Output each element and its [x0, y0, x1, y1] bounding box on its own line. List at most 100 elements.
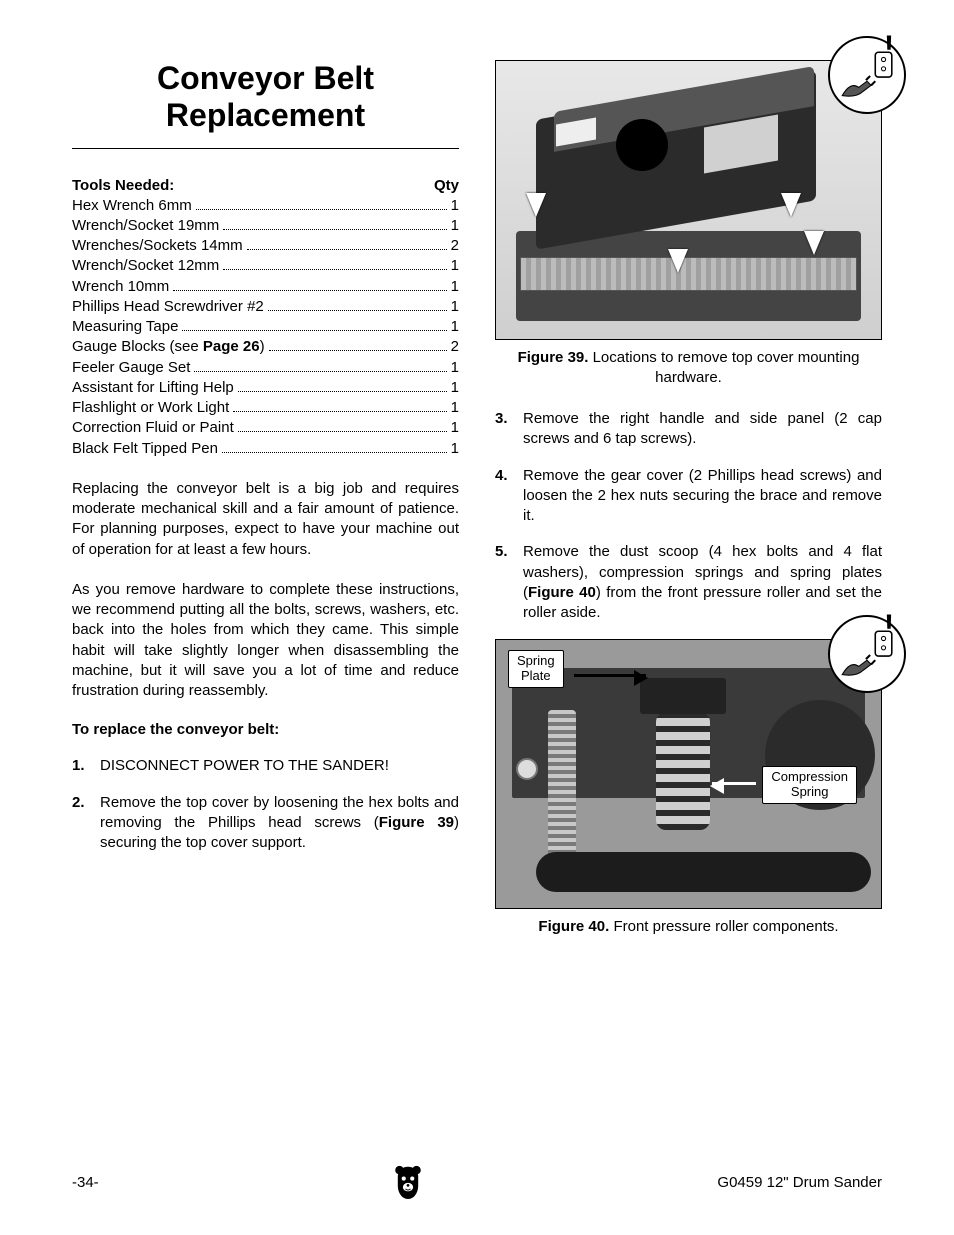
tools-header-qty: Qty [434, 177, 459, 194]
tool-row: Wrench/Socket 12mm 1 [72, 256, 459, 276]
tool-label: Wrenches/Sockets 14mm [72, 236, 243, 256]
callout-compression-spring: CompressionSpring [762, 766, 857, 804]
step-text: Remove the gear cover (2 Phillips head s… [523, 466, 882, 527]
leader-dots [194, 358, 446, 372]
page-footer: -34- G0459 12" Drum Sander [72, 1163, 882, 1201]
tool-qty: 2 [451, 337, 459, 357]
step-item: 3.Remove the right handle and side panel… [495, 409, 882, 450]
step-number: 4. [495, 466, 523, 527]
tool-label: Wrench/Socket 12mm [72, 256, 219, 276]
footer-model: G0459 12" Drum Sander [717, 1174, 882, 1191]
tool-label: Correction Fluid or Paint [72, 418, 234, 438]
tool-row: Hex Wrench 6mm1 [72, 196, 459, 216]
unplug-warning-icon: ! [828, 615, 906, 693]
tools-header: Tools Needed: Qty [72, 177, 459, 194]
figure-39-caption-text: Locations to remove top cover mounting h… [593, 349, 860, 386]
leader-dots [233, 399, 446, 413]
page-title: Conveyor Belt Replacement [72, 60, 459, 149]
tool-qty: 1 [451, 439, 459, 459]
footer-page-number: -34- [72, 1174, 99, 1191]
step-item: 1.DISCONNECT POWER TO THE SANDER! [72, 756, 459, 776]
step-number: 2. [72, 793, 100, 854]
step-text: Remove the dust scoop (4 hex bolts and 4… [523, 542, 882, 623]
tool-row: Assistant for Lifting Help 1 [72, 378, 459, 398]
left-column: Conveyor Belt Replacement Tools Needed: … [72, 60, 459, 937]
unplug-warning-icon: ! [828, 36, 906, 114]
tool-row: Black Felt Tipped Pen 1 [72, 439, 459, 459]
tool-label: Wrench/Socket 19mm [72, 216, 219, 236]
figure-40-wrap: SpringPlate CompressionSpring ! [495, 639, 882, 909]
leader-dots [223, 216, 446, 230]
intro-paragraph-1: Replacing the conveyor belt is a big job… [72, 479, 459, 560]
arrow-compression-spring [712, 782, 756, 785]
step-text: DISCONNECT POWER TO THE SANDER! [100, 756, 459, 776]
tool-qty: 1 [451, 378, 459, 398]
right-column: ! Figure 39. Locations to remove top cov… [495, 60, 882, 937]
tool-row: Gauge Blocks (see Page 26) 2 [72, 337, 459, 357]
figure-40-label: Figure 40. [538, 918, 609, 935]
callout-spring-plate: SpringPlate [508, 650, 564, 688]
bear-logo-icon [391, 1163, 425, 1201]
leader-dots [182, 318, 446, 332]
leader-dots [222, 439, 447, 453]
steps-left: 1.DISCONNECT POWER TO THE SANDER! 2.Remov… [72, 756, 459, 853]
tool-label: Assistant for Lifting Help [72, 378, 234, 398]
tool-qty: 1 [451, 297, 459, 317]
figure-40-illustration: SpringPlate CompressionSpring [496, 640, 881, 908]
figure-39-illustration [496, 61, 881, 339]
title-line-2: Replacement [166, 97, 365, 133]
step-number: 5. [495, 542, 523, 623]
tool-row: Wrench 10mm 1 [72, 277, 459, 297]
step-number: 1. [72, 756, 100, 776]
leader-dots [268, 297, 447, 311]
tool-qty: 1 [451, 358, 459, 378]
tool-qty: 1 [451, 256, 459, 276]
tool-label: Gauge Blocks (see Page 26) [72, 337, 265, 357]
steps-right: 3.Remove the right handle and side panel… [495, 409, 882, 623]
tool-label: Wrench 10mm [72, 277, 169, 297]
tools-list: Hex Wrench 6mm1Wrench/Socket 19mm1Wrench… [72, 196, 459, 459]
tool-row: Measuring Tape1 [72, 317, 459, 337]
tool-row: Phillips Head Screwdriver #2 1 [72, 297, 459, 317]
leader-dots [223, 257, 446, 271]
leader-dots [238, 378, 447, 392]
figure-39-caption: Figure 39. Locations to remove top cover… [495, 348, 882, 387]
tool-qty: 2 [451, 236, 459, 256]
leader-dots [173, 277, 446, 291]
arrow-spring-plate [574, 674, 646, 677]
tool-row: Flashlight or Work Light 1 [72, 398, 459, 418]
tool-qty: 1 [451, 398, 459, 418]
step-number: 3. [495, 409, 523, 450]
tool-label: Flashlight or Work Light [72, 398, 229, 418]
title-line-1: Conveyor Belt [157, 60, 374, 96]
figure-39-label: Figure 39. [518, 349, 589, 366]
step-item: 5.Remove the dust scoop (4 hex bolts and… [495, 542, 882, 623]
figure-40-caption-text: Front pressure roller components. [613, 918, 838, 935]
tool-label: Phillips Head Screwdriver #2 [72, 297, 264, 317]
tools-header-label: Tools Needed: [72, 177, 174, 194]
figure-39-wrap: ! [495, 60, 882, 340]
tool-qty: 1 [451, 277, 459, 297]
tool-row: Feeler Gauge Set 1 [72, 358, 459, 378]
leader-dots [238, 419, 447, 433]
tool-row: Wrench/Socket 19mm 1 [72, 216, 459, 236]
tool-label: Hex Wrench 6mm [72, 196, 192, 216]
leader-dots [269, 338, 447, 352]
tool-label: Feeler Gauge Set [72, 358, 190, 378]
leader-dots [196, 196, 447, 210]
tool-qty: 1 [451, 216, 459, 236]
step-text: Remove the right handle and side panel (… [523, 409, 882, 450]
tool-qty: 1 [451, 418, 459, 438]
figure-39 [495, 60, 882, 340]
leader-dots [247, 237, 447, 251]
tool-row: Correction Fluid or Paint 1 [72, 418, 459, 438]
tool-label: Black Felt Tipped Pen [72, 439, 218, 459]
tool-row: Wrenches/Sockets 14mm 2 [72, 236, 459, 256]
tool-qty: 1 [451, 317, 459, 337]
intro-paragraph-2: As you remove hardware to complete these… [72, 580, 459, 702]
step-item: 2.Remove the top cover by loosening the … [72, 793, 459, 854]
procedure-subhead: To replace the conveyor belt: [72, 721, 459, 738]
step-item: 4.Remove the gear cover (2 Phillips head… [495, 466, 882, 527]
figure-40: SpringPlate CompressionSpring [495, 639, 882, 909]
figure-40-caption: Figure 40. Front pressure roller compone… [495, 917, 882, 937]
